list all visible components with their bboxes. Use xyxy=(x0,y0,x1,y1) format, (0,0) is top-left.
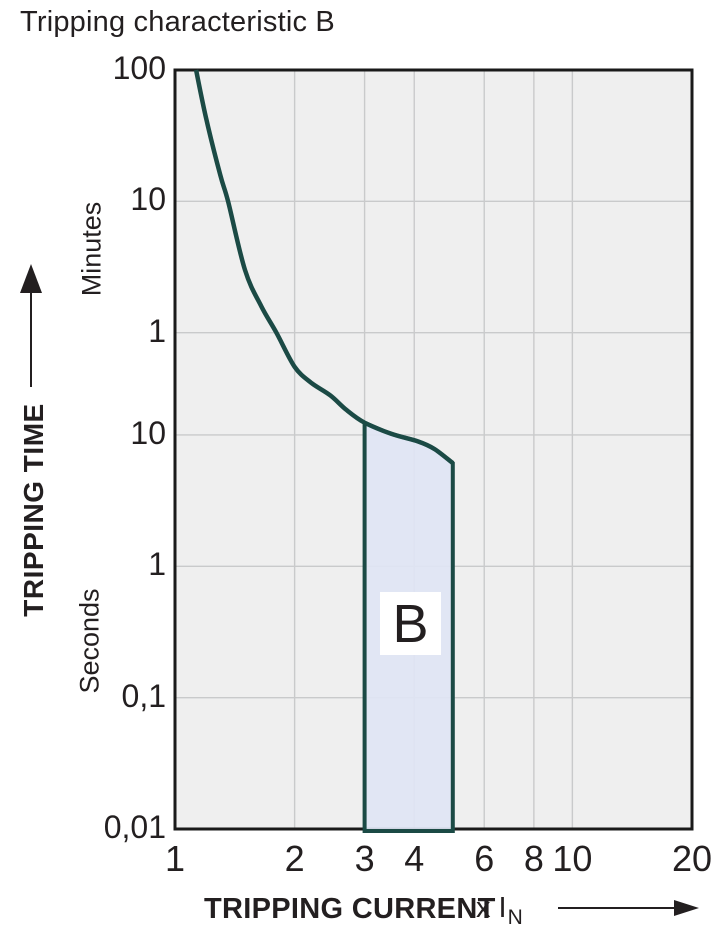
x-tick-label-1: 1 xyxy=(164,838,186,879)
band-label-box: B xyxy=(380,592,441,655)
x-tick-label-8: 8 xyxy=(523,838,544,879)
x-axis-arrow-right-icon xyxy=(558,900,699,916)
y-tick-label-seconds-0_1: 0,1 xyxy=(121,677,166,714)
x-multiplier-text: x I xyxy=(476,892,507,924)
plot-frame xyxy=(173,68,694,831)
x-tick-label-20: 20 xyxy=(671,838,713,879)
x-tick-label-2: 2 xyxy=(284,838,305,879)
y-tick-label-seconds-1: 1 xyxy=(148,546,166,583)
x-tick-label-4: 4 xyxy=(404,838,425,879)
x-multiplier-subscript: N xyxy=(507,906,523,929)
y-axis-title: TRIPPING TIME xyxy=(18,403,49,617)
y-tick-label-minutes-1: 1 xyxy=(148,312,166,349)
x-axis-title: TRIPPING CURRENT xyxy=(204,893,496,925)
y-tick-label-seconds-10: 10 xyxy=(130,414,166,451)
x-axis-multiplier: x IN xyxy=(476,892,523,930)
y-axis-arrow-up-icon xyxy=(20,264,42,387)
chart-title: Tripping characteristic B xyxy=(20,6,335,38)
band-label: B xyxy=(392,593,429,654)
plot-background xyxy=(175,70,692,829)
x-tick-label-10: 10 xyxy=(552,838,593,879)
tripping-curve xyxy=(193,69,455,465)
y-tick-label-seconds-0_01: 0,01 xyxy=(103,809,166,845)
y-unit-seconds-label: Seconds xyxy=(74,588,105,694)
y-tick-label-minutes-10: 10 xyxy=(130,181,166,218)
y-tick-label-minutes-100: 100 xyxy=(112,50,166,86)
x-tick-label-3: 3 xyxy=(354,838,375,879)
y-unit-minutes-label: Minutes xyxy=(76,201,107,297)
x-tick-label-6: 6 xyxy=(474,838,495,879)
